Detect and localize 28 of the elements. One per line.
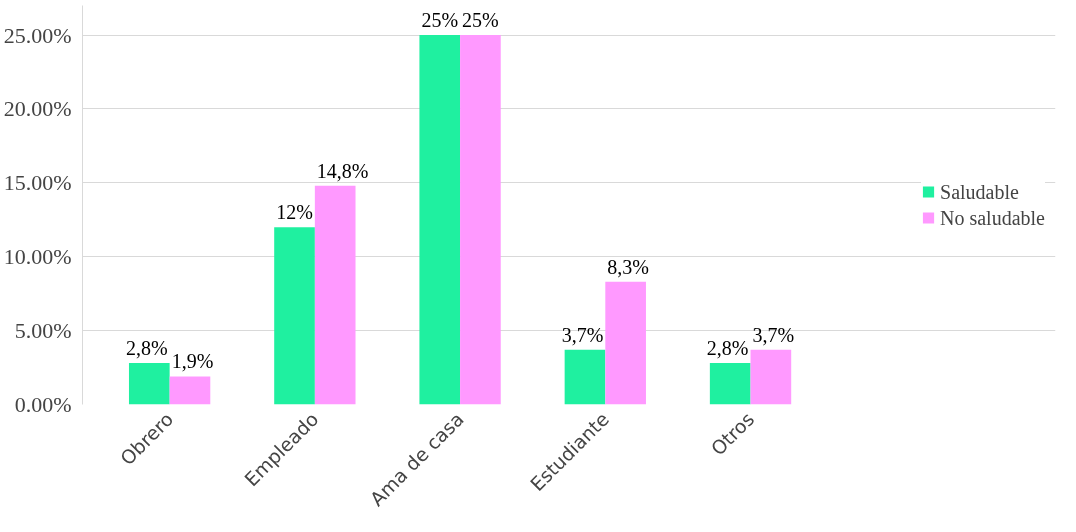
data-label: 12% bbox=[276, 201, 313, 224]
bar bbox=[419, 35, 461, 405]
legend-label: Saludable bbox=[940, 180, 1019, 203]
data-label: 3,7% bbox=[561, 323, 604, 346]
y-tick-label: 20.00% bbox=[3, 96, 72, 122]
data-label: 2,8% bbox=[125, 337, 168, 360]
bar bbox=[605, 281, 646, 405]
bar bbox=[128, 363, 170, 405]
data-label: 25% bbox=[462, 9, 499, 32]
bar bbox=[709, 363, 751, 405]
bar bbox=[314, 185, 356, 405]
data-label: 14,8% bbox=[316, 159, 369, 182]
legend-label: No saludable bbox=[940, 206, 1045, 229]
y-tick-label: 5.00% bbox=[14, 318, 72, 344]
y-tick-label: 0.00% bbox=[14, 392, 72, 417]
data-label: 8,3% bbox=[607, 255, 649, 278]
bar bbox=[274, 227, 315, 405]
bar bbox=[169, 376, 211, 405]
data-label: 3,7% bbox=[752, 323, 795, 346]
bar bbox=[750, 349, 792, 405]
y-tick-label: 10.00% bbox=[3, 244, 72, 270]
data-label: 1,9% bbox=[171, 350, 214, 373]
y-tick-label: 25.00% bbox=[3, 22, 72, 48]
y-tick-label: 15.00% bbox=[3, 170, 72, 196]
data-label: 2,8% bbox=[706, 337, 749, 360]
bar bbox=[460, 35, 501, 405]
bar bbox=[564, 349, 606, 405]
data-label: 25% bbox=[421, 9, 459, 32]
